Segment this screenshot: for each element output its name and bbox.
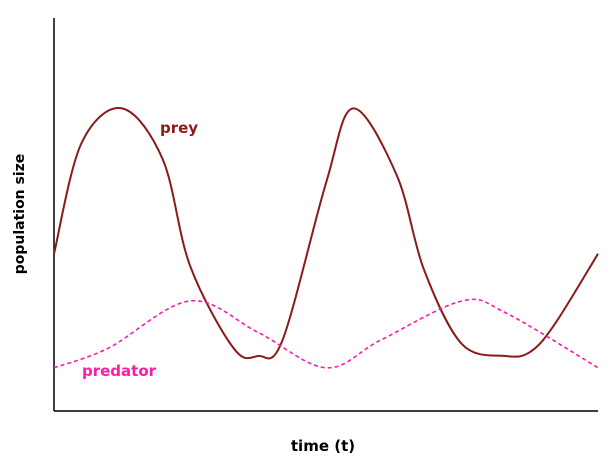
prey-series-line (53, 107, 599, 360)
series-layer (53, 107, 599, 369)
predator-series-label: predator (82, 362, 157, 380)
y-axis-label: population size (12, 154, 28, 275)
prey-series-label: prey (160, 119, 198, 137)
x-axis-label: time (t) (291, 437, 355, 455)
